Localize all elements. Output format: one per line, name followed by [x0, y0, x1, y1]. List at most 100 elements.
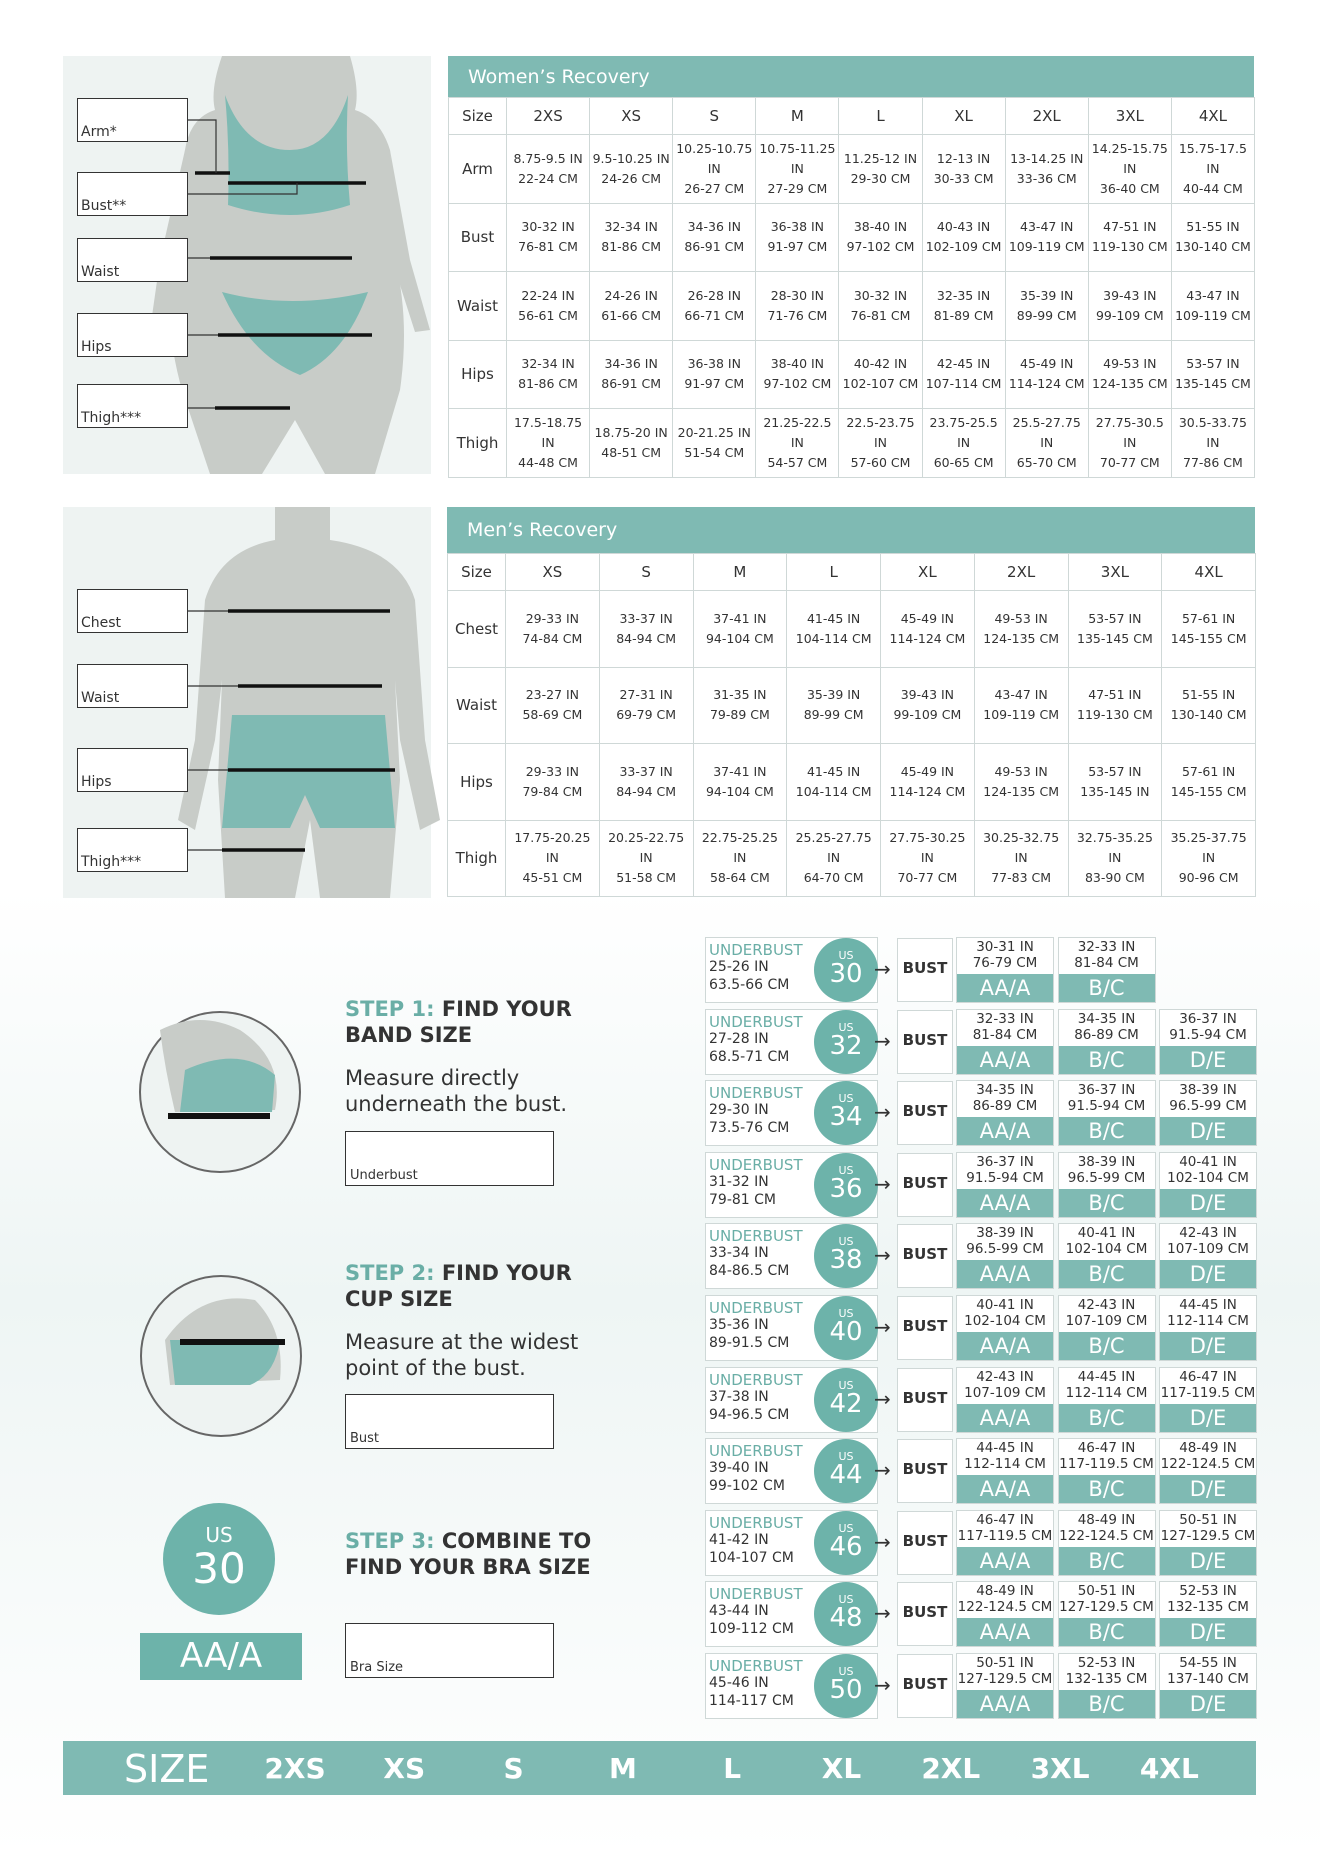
- measure-label: Hips: [77, 313, 188, 357]
- cup-size: AA/A: [957, 1188, 1053, 1217]
- cup-size: B/C: [1058, 1117, 1155, 1146]
- cm-value: 99-109 CM: [893, 707, 962, 723]
- in-value: 23-27 IN: [525, 687, 580, 703]
- size-cell: 53-57 IN 135-145 CM: [1170, 339, 1255, 409]
- measure-label: Waist: [77, 238, 188, 282]
- underbust-in: 25-26 IN: [709, 959, 769, 975]
- measure-label: Arm*: [77, 98, 188, 142]
- underbust-in: 37-38 IN: [709, 1388, 769, 1405]
- in-value: 53-57 IN: [1088, 763, 1142, 779]
- cup-in: 36-37 IN: [1077, 1082, 1136, 1099]
- cup-cm: 107-109 CM: [964, 1384, 1046, 1401]
- cm-value: 22-24 CM: [518, 170, 578, 186]
- bust-label: BUST: [902, 1603, 948, 1622]
- cup-size: D/E: [1160, 1117, 1256, 1146]
- size-cell: 33-37 IN 84-94 CM: [598, 590, 694, 668]
- cup-in: 50-51 IN: [976, 1655, 1034, 1671]
- size-cell: 25.25-27.75 IN 64-70 CM: [786, 819, 881, 897]
- in-value: 22.75-25.25 IN: [701, 830, 778, 866]
- measure-label: Chest: [77, 589, 188, 633]
- cm-value: 30-33 CM: [933, 170, 994, 186]
- in-value: 18.75-20 IN: [594, 424, 668, 440]
- cm-value: 130-140 CM: [1170, 707, 1247, 723]
- in-value: 38-40 IN: [853, 219, 908, 235]
- underbust-label: UNDERBUST: [709, 1370, 803, 1389]
- size-cell: 29-33 IN 79-84 CM: [505, 743, 600, 821]
- cm-value: 83-90 CM: [1084, 870, 1145, 886]
- cup-cm: 76-79 CM: [972, 955, 1038, 971]
- cm-value: 76-81 CM: [518, 239, 578, 255]
- band-size: 32: [829, 1030, 863, 1061]
- in-value: 10.75-11.25 IN: [759, 140, 836, 176]
- cup-size: AA/A: [957, 1332, 1053, 1360]
- underbust-label: UNDERBUST: [709, 941, 803, 959]
- bust-box: [897, 1582, 953, 1647]
- bust-box: [897, 938, 953, 1002]
- size-cell: 43-47 IN 109-119 CM: [1170, 271, 1255, 341]
- bust-box: [897, 1224, 953, 1289]
- cup-size: D/E: [1160, 1045, 1256, 1074]
- cm-value: 145-155 CM: [1170, 630, 1247, 646]
- footer-size: 2XL: [921, 1752, 981, 1785]
- band-circle: [814, 1081, 878, 1146]
- cm-value: 26-27 CM: [684, 180, 745, 196]
- underbust-in: 33-34 IN: [709, 1245, 769, 1262]
- cm-value: 135-145 IN: [1080, 783, 1150, 799]
- band-us: US: [838, 1521, 854, 1535]
- bust-box: [897, 1081, 953, 1146]
- in-value: 14.25-15.75 IN: [1091, 140, 1168, 176]
- cup-size: AA/A: [957, 1690, 1053, 1718]
- step-number: STEP 1:: [345, 997, 435, 1021]
- cup-in: 44-45 IN: [1179, 1297, 1237, 1313]
- cm-value: 130-140 CM: [1175, 239, 1251, 255]
- cup-size: AA/A: [957, 1117, 1053, 1146]
- bust-label: BUST: [902, 1460, 948, 1479]
- band-size: 44: [829, 1460, 863, 1491]
- cup-cm: 96.5-99 CM: [966, 1241, 1044, 1258]
- header-cell: 2XL: [1004, 97, 1089, 135]
- cup-in: 44-45 IN: [1077, 1368, 1136, 1385]
- in-value: 9.5-10.25 IN: [592, 150, 670, 166]
- size-cell: 45-49 IN 114-124 CM: [1004, 339, 1089, 409]
- footer-size: XS: [383, 1752, 426, 1785]
- in-value: 40-42 IN: [853, 356, 908, 372]
- cup-size: B/C: [1058, 1475, 1155, 1504]
- cup-in: 38-39 IN: [1179, 1082, 1237, 1099]
- cm-value: 58-64 CM: [709, 870, 770, 886]
- cm-value: 79-84 CM: [522, 783, 583, 799]
- size-cell: 22.5-23.75 IN 57-60 CM: [838, 408, 923, 478]
- bust-label: BUST: [902, 1030, 948, 1049]
- size-cell: 17.75-20.25 IN 45-51 CM: [505, 819, 600, 897]
- underbust-label: UNDERBUST: [709, 1585, 803, 1604]
- cup-size: AA/A: [957, 1546, 1053, 1575]
- header-cell: 3XL: [1067, 553, 1163, 591]
- size-row: Waist 22-24 IN 56-61 CM 24-26 IN 61-66 CM 26-…: [448, 271, 1255, 341]
- measure-label: Thigh***: [77, 828, 188, 872]
- band-size: 38: [829, 1245, 863, 1276]
- size-cell: 36-38 IN 91-97 CM: [755, 202, 840, 272]
- cup-cm: 117-119.5 CM: [957, 1527, 1053, 1544]
- cm-value: 48-51 CM: [601, 444, 662, 460]
- in-value: 49-53 IN: [994, 763, 1048, 779]
- cm-value: 91-97 CM: [767, 239, 828, 255]
- cup-in: 46-47 IN: [1077, 1440, 1136, 1457]
- size-cell: 49-53 IN 124-135 CM: [1087, 339, 1172, 409]
- underbust-in: 43-44 IN: [709, 1603, 769, 1620]
- bust-label: BUST: [902, 1102, 948, 1121]
- cup-size: AA/A: [957, 974, 1053, 1002]
- cup-size: D/E: [1160, 1475, 1256, 1504]
- cup-in: 42-43 IN: [1179, 1225, 1237, 1242]
- underbust-in: 39-40 IN: [709, 1460, 769, 1477]
- size-table: Size XS S M L XL 2XL 3XL 4XL Chest 29-33 IN 74-84 C…: [447, 553, 1256, 897]
- in-value: 35-39 IN: [806, 687, 861, 703]
- band-size: 36: [829, 1173, 863, 1204]
- underbust-in: 41-42 IN: [709, 1531, 769, 1548]
- in-value: 45-49 IN: [900, 763, 955, 779]
- example-us: US: [205, 1523, 233, 1547]
- input-box: Underbust: [345, 1131, 554, 1186]
- size-cell: 31-35 IN 79-89 CM: [692, 666, 788, 744]
- cm-value: 64-70 CM: [803, 870, 864, 886]
- header-cell: Size: [447, 553, 506, 591]
- cm-value: 44-48 CM: [518, 454, 578, 470]
- size-cell: 38-40 IN 97-102 CM: [755, 339, 840, 409]
